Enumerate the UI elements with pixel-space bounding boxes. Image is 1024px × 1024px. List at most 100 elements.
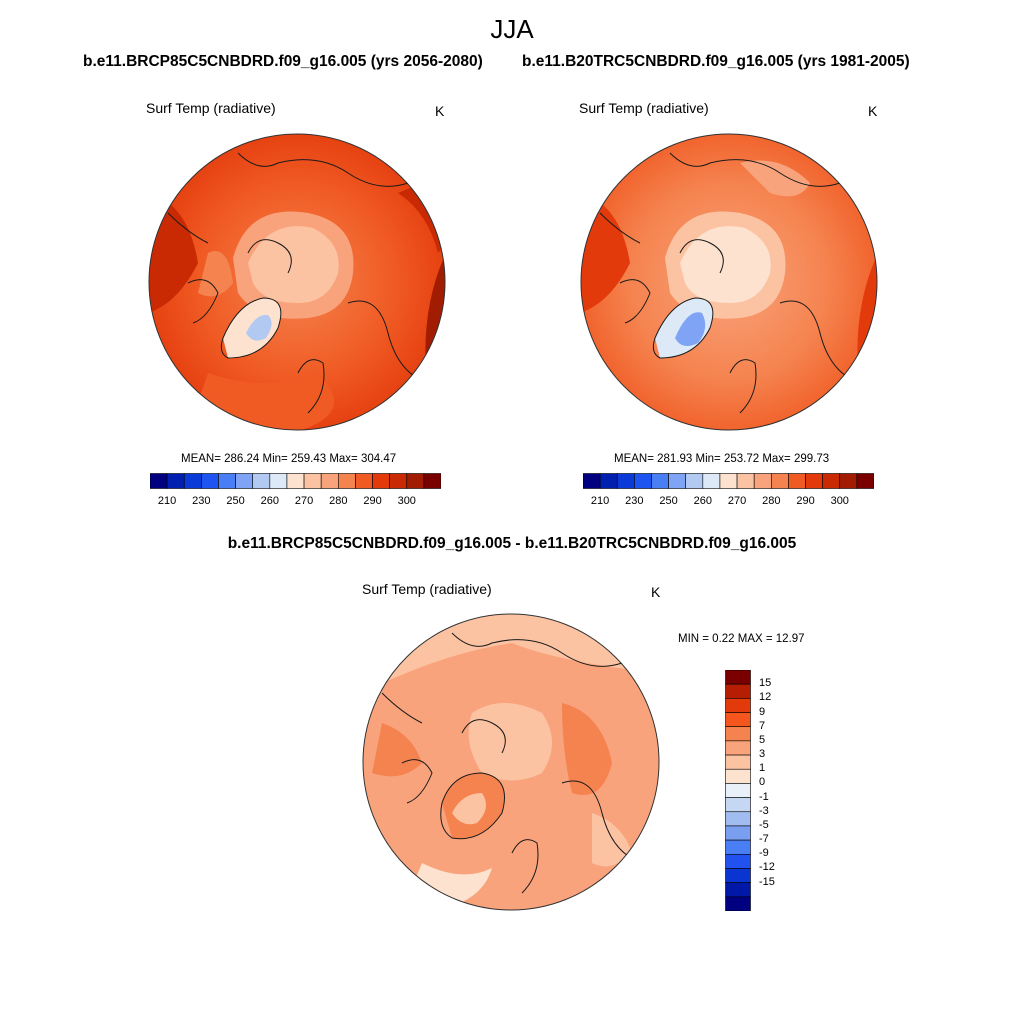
colorbar-swatch <box>725 683 751 699</box>
colorbar-swatch <box>725 896 751 911</box>
colorbar-swatch <box>805 473 823 489</box>
colorbar-swatch <box>303 473 322 489</box>
colorbar-swatch <box>725 839 751 855</box>
difference-colorbar <box>725 670 751 911</box>
colorbar-swatch <box>389 473 408 489</box>
colorbar-tick-label: 0 <box>759 776 766 789</box>
colorbar-tick-label: 3 <box>759 748 766 761</box>
colorbar-tick-label: 7 <box>759 719 766 732</box>
right-stats: MEAN= 281.93 Min= 253.72 Max= 299.73 <box>614 453 830 465</box>
colorbar-tick-label: -5 <box>759 818 769 831</box>
colorbar-tick-label: 280 <box>762 495 781 507</box>
colorbar-swatch <box>685 473 704 489</box>
colorbar-tick-label: 280 <box>329 495 348 507</box>
colorbar-swatch <box>736 473 755 489</box>
colorbar-tick-label: 1 <box>759 762 766 775</box>
colorbar-swatch <box>725 825 751 841</box>
colorbar-swatch <box>788 473 806 489</box>
colorbar-swatch <box>725 754 751 770</box>
colorbar-swatch <box>725 712 751 728</box>
colorbar-swatch <box>269 473 288 489</box>
difference-polar-map <box>362 613 660 911</box>
colorbar-swatch <box>725 797 751 813</box>
difference-title: b.e11.BRCP85C5CNBDRD.f09_g16.005 - b.e11… <box>227 535 797 552</box>
right-polar-map <box>580 133 878 431</box>
colorbar-tick-label: 230 <box>625 495 644 507</box>
colorbar-tick-label: -12 <box>759 861 775 874</box>
colorbar-swatch <box>725 698 751 713</box>
colorbar-tick-label: 15 <box>759 677 772 690</box>
colorbar-swatch <box>856 473 874 489</box>
colorbar-tick-label: 270 <box>727 495 747 507</box>
colorbar-tick-label: 260 <box>260 495 279 507</box>
colorbar-swatch <box>150 473 168 489</box>
right-units-label: K <box>868 103 878 119</box>
colorbar-swatch <box>337 473 356 489</box>
left-colorbar <box>150 473 441 489</box>
colorbar-swatch <box>599 473 618 489</box>
colorbar-swatch <box>355 473 373 489</box>
colorbar-tick-label: 210 <box>590 495 610 507</box>
colorbar-swatch <box>668 473 687 489</box>
colorbar-tick-label: 270 <box>294 495 314 507</box>
colorbar-swatch <box>183 473 202 489</box>
right-variable-label: Surf Temp (radiative) <box>579 100 709 116</box>
colorbar-tick-label: -7 <box>759 833 769 846</box>
colorbar-tick-label: 250 <box>226 495 245 507</box>
colorbar-tick-label: -9 <box>759 847 769 860</box>
figure-title: JJA <box>490 14 534 44</box>
colorbar-swatch <box>822 473 841 489</box>
colorbar-swatch <box>725 726 751 742</box>
colorbar-swatch <box>235 473 254 489</box>
colorbar-swatch <box>423 473 441 489</box>
colorbar-tick-label: 12 <box>759 691 772 704</box>
diff-units-label: K <box>651 584 661 600</box>
colorbar-tick-label: -1 <box>759 790 769 803</box>
colorbar-swatch <box>634 473 652 489</box>
colorbar-tick-label: 9 <box>759 705 766 718</box>
right-colorbar <box>583 473 874 489</box>
right-case-title: b.e11.B20TRC5CNBDRD.f09_g16.005 (yrs 198… <box>522 53 910 70</box>
colorbar-swatch <box>583 473 601 489</box>
colorbar-swatch <box>725 882 751 898</box>
colorbar-swatch <box>166 473 185 489</box>
colorbar-swatch <box>286 473 305 489</box>
colorbar-swatch <box>725 768 751 784</box>
colorbar-tick-label: 290 <box>796 495 815 507</box>
colorbar-swatch <box>753 473 772 489</box>
colorbar-swatch <box>702 473 721 489</box>
colorbar-swatch <box>320 473 339 489</box>
colorbar-swatch <box>725 868 751 883</box>
colorbar-swatch <box>725 670 751 685</box>
left-variable-label: Surf Temp (radiative) <box>146 100 276 116</box>
colorbar-swatch <box>725 783 751 798</box>
colorbar-swatch <box>201 473 219 489</box>
left-units-label: K <box>435 103 445 119</box>
colorbar-swatch <box>725 740 751 756</box>
colorbar-swatch <box>839 473 858 489</box>
diff-stats: MIN = 0.22 MAX = 12.97 <box>678 633 805 645</box>
colorbar-swatch <box>252 473 271 489</box>
colorbar-swatch <box>651 473 669 489</box>
colorbar-tick-label: 230 <box>192 495 211 507</box>
diff-variable-label: Surf Temp (radiative) <box>362 581 492 597</box>
left-case-title: b.e11.BRCP85C5CNBDRD.f09_g16.005 (yrs 20… <box>83 53 483 70</box>
colorbar-swatch <box>372 473 390 489</box>
colorbar-tick-label: 250 <box>659 495 678 507</box>
colorbar-swatch <box>725 811 751 827</box>
colorbar-tick-label: 260 <box>693 495 712 507</box>
colorbar-tick-label: 300 <box>830 495 849 507</box>
colorbar-swatch <box>725 853 751 869</box>
colorbar-swatch <box>719 473 738 489</box>
colorbar-swatch <box>406 473 425 489</box>
colorbar-tick-label: -15 <box>759 875 775 888</box>
left-polar-map <box>148 133 446 431</box>
colorbar-swatch <box>770 473 789 489</box>
left-stats: MEAN= 286.24 Min= 259.43 Max= 304.47 <box>181 453 397 465</box>
colorbar-tick-label: 5 <box>759 733 766 746</box>
colorbar-tick-label: 300 <box>397 495 416 507</box>
colorbar-tick-label: -3 <box>759 804 769 817</box>
colorbar-tick-label: 210 <box>157 495 177 507</box>
colorbar-swatch <box>616 473 635 489</box>
colorbar-tick-label: 290 <box>363 495 382 507</box>
